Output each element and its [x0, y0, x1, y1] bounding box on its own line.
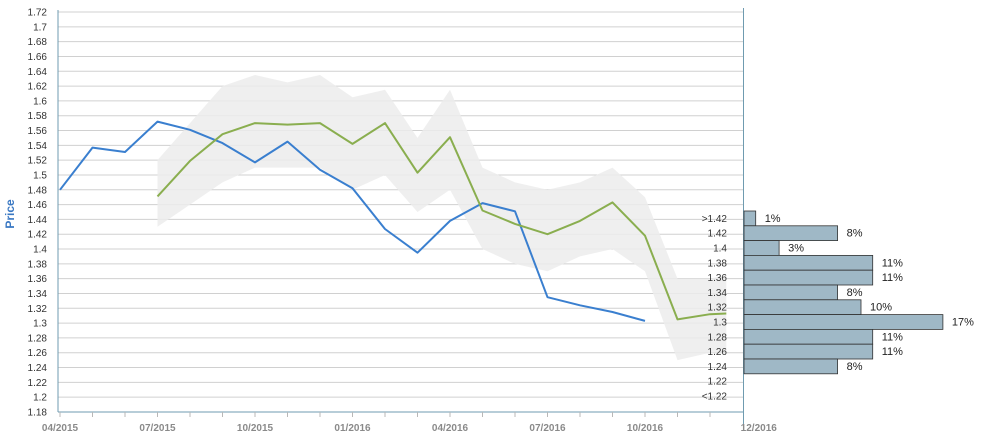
- x-tick-label: 01/2016: [334, 423, 371, 434]
- y-tick-label: 1.22: [28, 378, 48, 389]
- forecast-series-line: [156, 122, 727, 321]
- y-tick-label: 1.28: [28, 333, 48, 344]
- x-tick-label: 10/2015: [237, 423, 274, 434]
- history-series-line: [59, 120, 646, 322]
- x-tick-label: 12/2016: [741, 423, 778, 434]
- y-tick-label: 1.54: [28, 141, 48, 152]
- y-tick-label: 1.68: [28, 37, 48, 48]
- price-series: [59, 120, 727, 322]
- bin-percent-label: 11%: [882, 272, 903, 284]
- distribution-bar: [743, 269, 874, 286]
- x-tick-label: 04/2016: [432, 423, 469, 434]
- y-tick-labels: 1.18 1.2 1.22 1.24 1.26 1.28 1.3 1.32 1.34 1.36 1.…: [28, 8, 48, 419]
- x-tick-label: 07/2015: [139, 423, 176, 434]
- y-tick-label: 1.56: [28, 126, 48, 137]
- bin-percent-label: 3%: [788, 243, 804, 255]
- distribution-bar: [743, 314, 944, 330]
- y-tick-label: 1.34: [28, 289, 48, 300]
- bin-label: 1.24: [708, 362, 728, 373]
- y-tick-label: 1.72: [28, 8, 48, 19]
- bin-label: 1.3: [713, 318, 727, 329]
- axes: [57, 8, 744, 424]
- bin-percent-label: 1%: [765, 213, 781, 225]
- confidence-band-area: [157, 75, 727, 361]
- y-tick-label: 1.38: [28, 259, 48, 270]
- distribution-bar: [743, 284, 838, 301]
- y-axis-label: Price: [3, 199, 17, 229]
- y-tick-label: 1.24: [28, 363, 48, 374]
- y-tick-label: 1.2: [33, 393, 47, 404]
- y-tick-label: 1.44: [28, 215, 48, 226]
- y-tick-label: 1.6: [33, 96, 47, 107]
- y-tick-label: 1.32: [28, 304, 48, 315]
- bin-label: 1.22: [708, 377, 728, 388]
- y-tick-label: 1.64: [28, 67, 48, 78]
- bin-label: 1.28: [708, 332, 728, 343]
- y-tick-label: 1.62: [28, 82, 48, 93]
- y-tick-label: 1.52: [28, 156, 48, 167]
- y-tick-label: 1.48: [28, 185, 48, 196]
- bin-label: <1.22: [702, 392, 728, 403]
- y-tick-label: 1.7: [33, 22, 47, 33]
- x-tick-label: 07/2016: [529, 423, 566, 434]
- y-tick-label: 1.66: [28, 52, 48, 63]
- distribution-bar: [743, 343, 874, 360]
- bin-percent-label: 8%: [847, 287, 863, 299]
- y-tick-label: 1.58: [28, 111, 48, 122]
- y-tick-label: 1.3: [33, 319, 47, 330]
- bin-label: 1.36: [708, 273, 728, 284]
- bin-percent-label: 11%: [882, 331, 903, 343]
- bin-percent-label: 11%: [882, 257, 903, 269]
- bin-label: 1.26: [708, 347, 728, 358]
- x-tick-label: 04/2015: [42, 423, 79, 434]
- distribution-bar: [743, 225, 838, 242]
- x-tick-labels: 04/2015 07/2015 10/2015 01/2016 04/2016 07/20…: [42, 423, 777, 434]
- price-distribution-histogram: >1.42 1% 1.42 8% 1.4 3% 1.38 11% 1.36 11% 1.34 8% 1.…: [702, 210, 974, 403]
- bin-percent-label: 8%: [847, 361, 863, 373]
- distribution-bar: [743, 358, 838, 375]
- y-tick-label: 1.5: [33, 170, 47, 181]
- distribution-bar: [743, 254, 874, 271]
- bin-label: 1.4: [713, 244, 727, 255]
- bin-percent-label: 17%: [952, 317, 974, 329]
- y-tick-label: 1.4: [33, 245, 47, 256]
- x-tick-label: 10/2016: [627, 423, 664, 434]
- distribution-bar: [743, 240, 780, 256]
- bin-percent-label: 10%: [870, 302, 892, 314]
- bin-label: 1.42: [708, 229, 728, 240]
- y-tick-label: 1.36: [28, 274, 48, 285]
- y-tick-label: 1.42: [28, 230, 48, 241]
- bin-label: 1.38: [708, 258, 728, 269]
- bin-percent-label: 8%: [847, 228, 863, 240]
- y-tick-label: 1.18: [28, 408, 48, 419]
- distribution-bar: [743, 299, 862, 315]
- y-tick-label: 1.26: [28, 348, 48, 359]
- distribution-bar: [743, 328, 874, 345]
- y-tick-label: 1.46: [28, 200, 48, 211]
- bin-label: >1.42: [702, 214, 728, 225]
- bin-label: 1.34: [708, 288, 728, 299]
- distribution-bar: [743, 210, 757, 227]
- bin-label: 1.32: [708, 303, 728, 314]
- bin-percent-label: 11%: [882, 346, 903, 358]
- forecast-confidence-band: [157, 75, 727, 361]
